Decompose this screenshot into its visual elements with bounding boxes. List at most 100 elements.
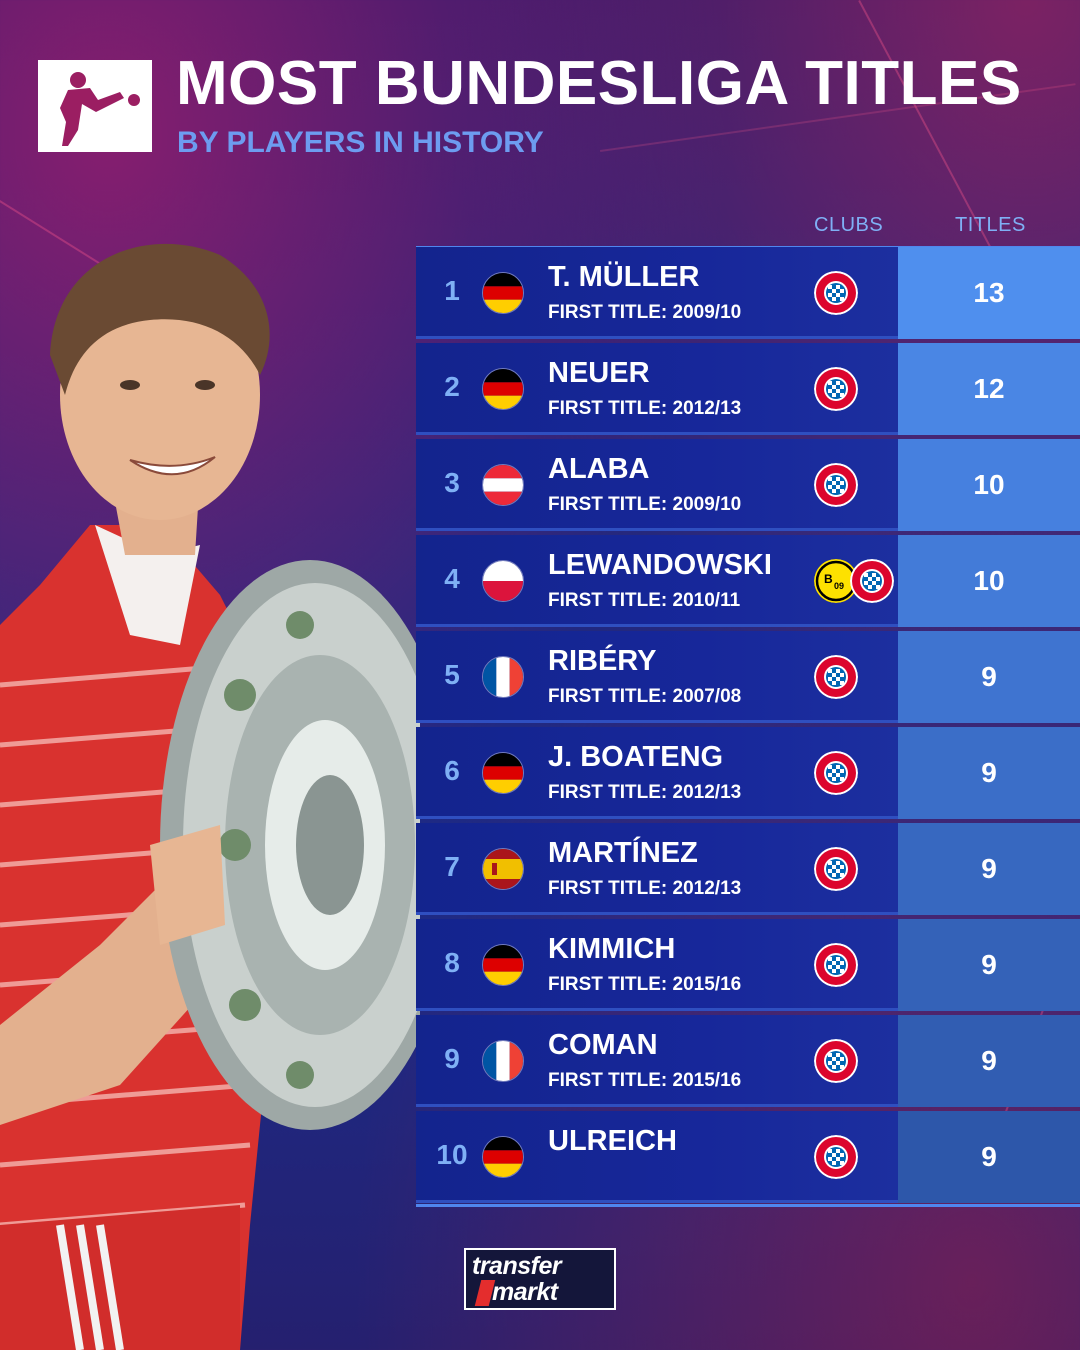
bayern-club-icon	[814, 751, 858, 795]
table-row: 4 LEWANDOWSKI FIRST TITLE: 2010/11 B 09 1…	[416, 535, 1080, 631]
france-flag-icon	[482, 656, 524, 698]
germany-flag-icon	[482, 752, 524, 794]
table-row: 1 T. MÜLLER FIRST TITLE: 2009/10 13	[416, 247, 1080, 343]
player-name: COMAN	[548, 1029, 658, 1061]
titles-count: 9	[898, 727, 1080, 819]
first-title-season: FIRST TITLE: 2007/08	[548, 686, 742, 707]
row-player-cell: 8 KIMMICH FIRST TITLE: 2015/16	[416, 919, 898, 1011]
rank-number: 4	[444, 563, 460, 594]
first-title-season: FIRST TITLE: 2009/10	[548, 494, 742, 515]
player-name: MARTÍNEZ	[548, 837, 698, 869]
rank-number: 1	[444, 275, 460, 306]
row-player-cell: 6 J. BOATENG FIRST TITLE: 2012/13	[416, 727, 898, 819]
transfermarkt-logo: transfer markt	[464, 1248, 616, 1310]
clubs-list	[814, 1135, 858, 1179]
player-name: ULREICH	[548, 1125, 677, 1157]
row-player-cell: 10 ULREICH	[416, 1111, 898, 1203]
clubs-list	[814, 655, 858, 699]
austria-flag-icon	[482, 464, 524, 506]
germany-flag-icon	[482, 1136, 524, 1178]
rank-number: 6	[444, 755, 460, 786]
rank-number: 10	[436, 1139, 468, 1170]
rank-number: 8	[444, 947, 460, 978]
first-title-season: FIRST TITLE: 2015/16	[548, 974, 742, 995]
titles-count: 13	[898, 247, 1080, 339]
rank-number: 9	[444, 1043, 460, 1074]
player-name: ALABA	[548, 453, 650, 485]
spain-flag-icon	[482, 848, 524, 890]
clubs-list: B 09	[814, 559, 894, 603]
bayern-club-icon	[814, 655, 858, 699]
table-row: 9 COMAN FIRST TITLE: 2015/16 9	[416, 1015, 1080, 1111]
rank-number: 7	[444, 851, 460, 882]
bayern-club-icon	[814, 367, 858, 411]
row-player-cell: 2 NEUER FIRST TITLE: 2012/13	[416, 343, 898, 435]
first-title-season: FIRST TITLE: 2009/10	[548, 302, 742, 323]
titles-count: 9	[898, 1111, 1080, 1203]
poland-flag-icon	[482, 560, 524, 602]
clubs-list	[814, 367, 858, 411]
row-player-cell: 4 LEWANDOWSKI FIRST TITLE: 2010/11 B 09	[416, 535, 898, 627]
player-name: J. BOATENG	[548, 741, 724, 773]
row-player-cell: 7 MARTÍNEZ FIRST TITLE: 2012/13	[416, 823, 898, 915]
bayern-club-icon	[814, 943, 858, 987]
player-name: LEWANDOWSKI	[548, 549, 772, 581]
first-title-season: FIRST TITLE: 2015/16	[548, 1070, 742, 1091]
titles-count: 10	[898, 535, 1080, 627]
titles-count: 9	[898, 631, 1080, 723]
table-row: 2 NEUER FIRST TITLE: 2012/13 12	[416, 343, 1080, 439]
first-title-season: FIRST TITLE: 2012/13	[548, 878, 742, 899]
svg-text:09: 09	[834, 581, 844, 591]
clubs-list	[814, 751, 858, 795]
row-player-cell: 3 ALABA FIRST TITLE: 2009/10	[416, 439, 898, 531]
row-player-cell: 1 T. MÜLLER FIRST TITLE: 2009/10	[416, 247, 898, 339]
bayern-club-icon	[814, 1039, 858, 1083]
clubs-list	[814, 271, 858, 315]
germany-flag-icon	[482, 944, 524, 986]
table-row: 6 J. BOATENG FIRST TITLE: 2012/13 9	[416, 727, 1080, 823]
titles-column-header: TITLES	[955, 214, 1026, 236]
clubs-column-header: CLUBS	[814, 214, 884, 236]
titles-count: 9	[898, 1015, 1080, 1107]
bayern-club-icon	[814, 271, 858, 315]
transfermarkt-logo-text-1: transfer	[472, 1252, 562, 1280]
player-with-trophy-image	[0, 225, 460, 1350]
player-name: NEUER	[548, 357, 650, 389]
france-flag-icon	[482, 1040, 524, 1082]
table-row: 5 RIBÉRY FIRST TITLE: 2007/08 9	[416, 631, 1080, 727]
germany-flag-icon	[482, 272, 524, 314]
page-title: MOST BUNDESLIGA TITLES	[176, 49, 1022, 118]
rank-number: 3	[444, 467, 460, 498]
first-title-season: FIRST TITLE: 2012/13	[548, 782, 742, 803]
first-title-season: FIRST TITLE: 2010/11	[548, 590, 741, 611]
page-subtitle: BY PLAYERS IN HISTORY	[177, 126, 544, 159]
titles-count: 10	[898, 439, 1080, 531]
titles-count: 12	[898, 343, 1080, 435]
clubs-list	[814, 463, 858, 507]
clubs-list	[814, 943, 858, 987]
table-row: 3 ALABA FIRST TITLE: 2009/10 10	[416, 439, 1080, 535]
bayern-club-icon	[814, 847, 858, 891]
bundesliga-logo-icon	[38, 60, 152, 152]
row-player-cell: 5 RIBÉRY FIRST TITLE: 2007/08	[416, 631, 898, 723]
clubs-list	[814, 847, 858, 891]
table-bottom-border	[416, 1204, 1080, 1207]
titles-count: 9	[898, 823, 1080, 915]
transfermarkt-logo-text-2: markt	[492, 1278, 558, 1306]
player-name: RIBÉRY	[548, 645, 657, 677]
row-player-cell: 9 COMAN FIRST TITLE: 2015/16	[416, 1015, 898, 1107]
player-name: T. MÜLLER	[548, 261, 700, 293]
first-title-season: FIRST TITLE: 2012/13	[548, 398, 742, 419]
rankings-table: 1 T. MÜLLER FIRST TITLE: 2009/10 13 2 NE…	[416, 247, 1080, 1207]
table-row: 8 KIMMICH FIRST TITLE: 2015/16 9	[416, 919, 1080, 1015]
rank-number: 2	[444, 371, 460, 402]
player-name: KIMMICH	[548, 933, 676, 965]
rank-number: 5	[444, 659, 460, 690]
germany-flag-icon	[482, 368, 524, 410]
bayern-club-icon	[814, 463, 858, 507]
titles-count: 9	[898, 919, 1080, 1011]
svg-text:B: B	[824, 572, 833, 586]
table-row: 7 MARTÍNEZ FIRST TITLE: 2012/13 9	[416, 823, 1080, 919]
bayern-club-icon	[814, 1135, 858, 1179]
table-row: 10 ULREICH 9	[416, 1111, 1080, 1207]
